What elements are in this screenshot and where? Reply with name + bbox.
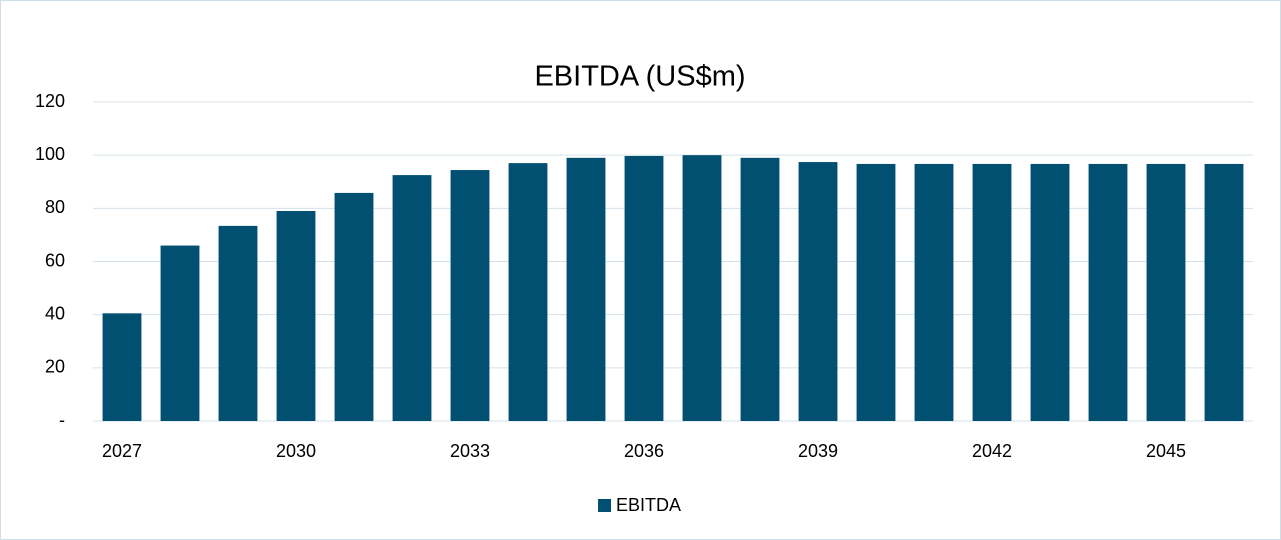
bar [1146, 163, 1186, 422]
legend-label: EBITDA [616, 495, 681, 515]
y-tick-label: 100 [35, 144, 65, 164]
x-tick-label: 2030 [276, 441, 316, 461]
bar [276, 210, 316, 421]
legend-swatch [598, 499, 611, 512]
y-tick-label: 60 [45, 250, 65, 270]
bar [914, 163, 954, 422]
bar [566, 157, 606, 421]
bar [392, 175, 432, 421]
y-tick-label: 40 [45, 303, 65, 323]
bar [160, 245, 200, 421]
bar [798, 162, 838, 421]
bar [218, 225, 258, 421]
x-tick-label: 2039 [798, 441, 838, 461]
bar [856, 163, 896, 422]
x-tick-label: 2045 [1146, 441, 1186, 461]
x-tick-label: 2033 [450, 441, 490, 461]
chart-title: EBITDA (US$m) [534, 61, 745, 93]
x-tick-label: 2036 [624, 441, 664, 461]
bar [624, 155, 664, 421]
bar [450, 170, 490, 421]
bar [682, 155, 722, 421]
x-tick-label: 2027 [102, 441, 142, 461]
bar [334, 192, 374, 421]
bar [1030, 163, 1070, 422]
y-tick-label: 20 [45, 357, 65, 377]
x-tick-label: 2042 [972, 441, 1012, 461]
bar [1204, 163, 1244, 422]
y-tick-label: 120 [35, 91, 65, 111]
y-tick-label: - [59, 410, 65, 430]
y-tick-label: 80 [45, 197, 65, 217]
bar [972, 163, 1012, 422]
bar [102, 313, 142, 421]
bar [740, 157, 780, 421]
bar [1088, 163, 1128, 422]
bar [508, 163, 548, 421]
